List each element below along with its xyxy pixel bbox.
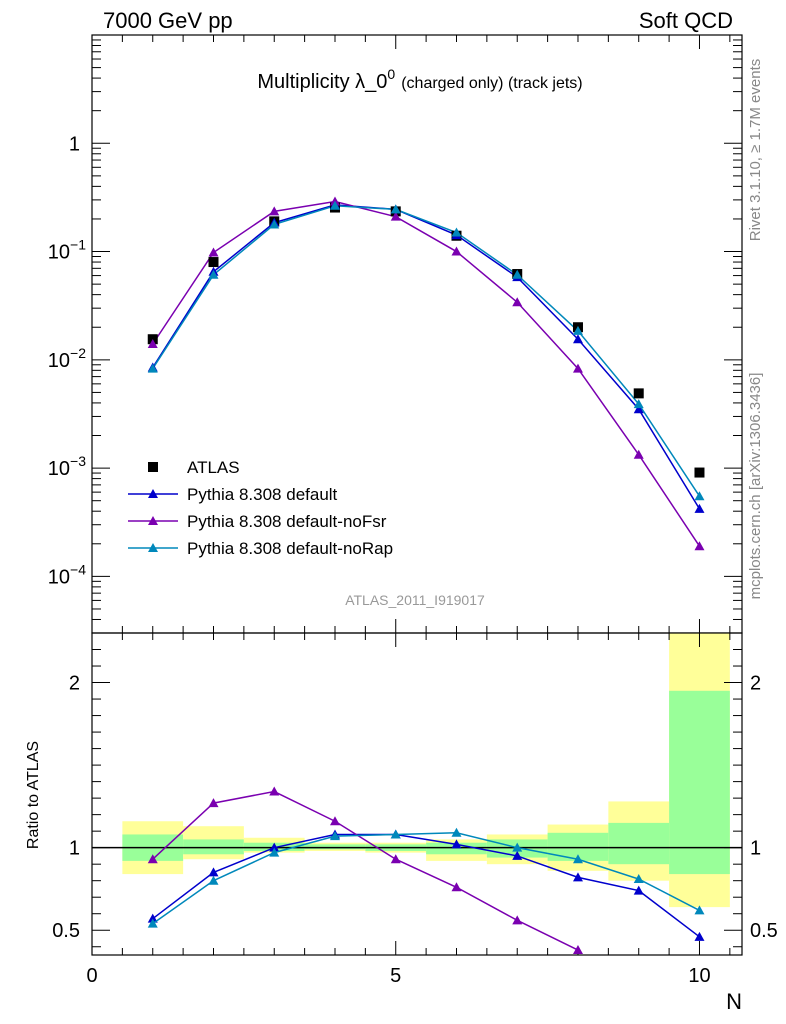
ratio-ylabel: Ratio to ATLAS [25,741,42,849]
ratio-line-noFsr [152,790,579,951]
ratio-y-tick-label: 2 [69,673,80,695]
ratio-point-noFsr [390,854,401,864]
ratio-point-noRap [572,854,583,864]
ratio-point-noRap [390,829,401,839]
ratio-point-noRap [694,905,705,915]
x-axis-label: N [726,989,742,1014]
header-left: 7000 GeV pp [103,8,233,33]
data-point-noFsr [269,206,280,216]
y-tick-label: 10−3 [48,453,86,480]
y-tick-label: 10−1 [48,237,86,264]
data-point-noRap [572,325,583,335]
legend-label-data: ATLAS [187,458,240,477]
ratio-y-tick-label: 0.5 [52,920,80,942]
data-point-noFsr [512,297,523,307]
ratio-point-noRap [329,831,340,841]
band-inner-10 [669,690,730,875]
data-point-noFsr [694,541,705,551]
main-panel: Multiplicity λ_00 (charged only) (track j… [48,34,743,634]
main-title-sup: 0 [387,66,395,82]
ratio-point-noRap [147,918,158,928]
rivet-label: Rivet 3.1.10, ≥ 1.7M events [747,59,764,242]
y-tick-label: 10−2 [48,345,86,372]
series-line-default [152,204,701,510]
ratio-point-noRap [269,847,280,857]
legend-marker-default [148,489,158,498]
x-tick-label: 0 [86,965,97,987]
series-line-noFsr [152,200,701,547]
main-title: Multiplicity λ_00 (charged only) (track j… [257,66,582,93]
ratio-point-default [269,842,280,852]
ratio-point-noRap [512,842,523,852]
data-point-data [694,467,705,478]
data-point-noRap [694,491,705,501]
data-point-default [572,334,583,344]
ratio-point-noRap [208,875,219,885]
ratio-point-default [512,850,523,860]
x-tick-label: 10 [688,965,710,987]
legend-label-default: Pythia 8.308 default [187,485,338,504]
data-point-default [633,404,644,414]
data-point-noFsr [390,211,401,221]
ratio-frame [91,632,743,956]
data-point-noRap [633,399,644,409]
ratio-point-noFsr [147,854,158,864]
ratio-line-default [152,833,700,938]
ratio-point-default [572,872,583,882]
ratio-y-tick-label-right: 2 [750,673,761,695]
ratio-point-noFsr [512,915,523,925]
ratio-point-default [208,867,219,877]
ratio-point-noFsr [451,882,462,892]
ratio-point-noFsr [329,816,340,826]
data-point-noFsr [572,363,583,373]
ratio-y-tick-label-right: 1 [750,838,761,860]
data-point-noRap [269,219,280,229]
band-inner-9 [608,822,670,865]
legend-marker-noFsr [148,516,158,525]
data-point-noFsr [633,449,644,459]
ratio-point-noFsr [572,945,583,955]
legend-label-noFsr: Pythia 8.308 default-noFsr [187,512,387,531]
main-title-small: (charged only) (track jets) [401,75,582,92]
header-right: Soft QCD [639,8,733,33]
ratio-point-noFsr [208,798,219,808]
legend-marker-noRap [148,543,158,552]
data-point-default [694,503,705,513]
data-point-noRap [147,363,158,373]
ratio-point-default [147,913,158,923]
ratio-line-noRap [152,832,700,925]
analysis-tag: ATLAS_2011_I919017 [345,592,485,608]
ratio-point-default [633,885,644,895]
legend-marker-data [148,462,158,472]
ratio-y-tick-label-right: 0.5 [750,920,778,942]
data-point-noRap [329,200,340,210]
mcplots-label: mcplots.cern.ch [arXiv:1306.3436] [747,373,764,600]
ratio-point-default [694,931,705,941]
y-tick-label: 10−4 [48,561,86,588]
ratio-y-tick-label: 1 [69,838,80,860]
data-point-noRap [208,269,219,279]
ratio-point-default [451,839,462,849]
ratio-point-noRap [633,874,644,884]
ratio-panel: Ratio to ATLAS N 0 5 10 0.5 0.5 1 1 2 2 [25,632,778,1014]
data-point-data [633,388,644,399]
data-point-noRap [390,204,401,214]
data-point-noRap [512,269,523,279]
band-inner-2 [183,839,244,855]
data-point-noFsr [208,247,219,257]
y-tick-label: 1 [69,133,80,155]
data-point-noRap [451,227,462,237]
series-line-noRap [152,204,701,497]
data-point-noFsr [451,246,462,256]
ratio-point-noRap [451,827,462,837]
data-point-noFsr [147,339,158,349]
x-tick-label: 5 [390,965,401,987]
legend-label-noRap: Pythia 8.308 default-noRap [187,539,393,558]
band-inner-4 [304,844,366,850]
ratio-point-noFsr [269,786,280,796]
band-inner-6 [426,842,487,855]
data-point-data [208,257,219,268]
main-title-text: Multiplicity λ_0 [257,71,387,93]
